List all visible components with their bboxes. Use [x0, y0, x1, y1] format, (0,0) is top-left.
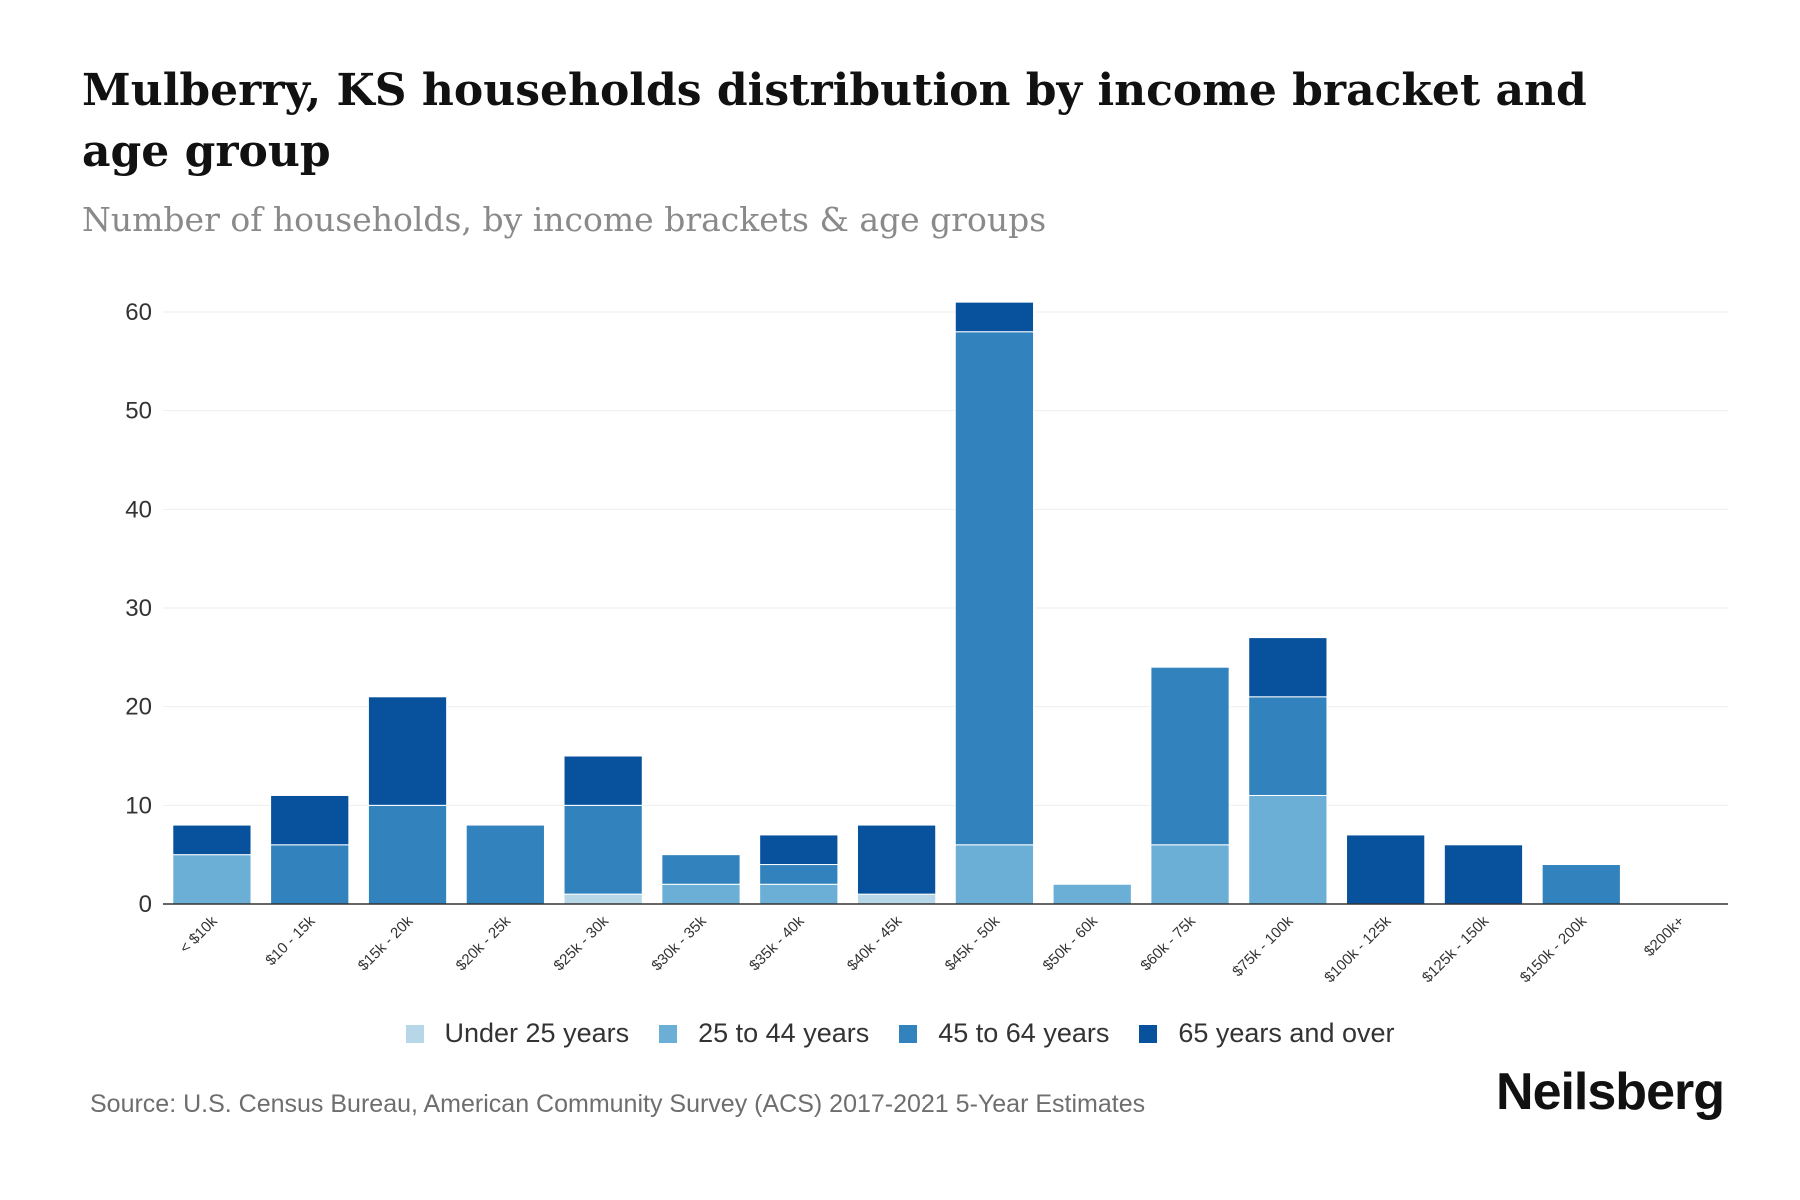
brand-logo: Neilsberg: [1496, 1063, 1725, 1121]
bar-segment-0-series-1: [172, 854, 252, 905]
bar-segment-9-series-1: [1052, 883, 1132, 905]
source-note: Source: U.S. Census Bureau, American Com…: [90, 1090, 1146, 1118]
bar-segment-8-series-3: [954, 301, 1035, 333]
x-tick-label-0: < $10k: [177, 912, 222, 957]
legend-swatch-25-44: [659, 1024, 678, 1043]
bar-segment-7-series-0: [856, 893, 937, 905]
y-tick-label-30: 30: [125, 595, 152, 622]
y-tick-label-40: 40: [125, 496, 152, 523]
y-tick-label-20: 20: [125, 694, 152, 721]
legend-label-under-25: Under 25 years: [444, 1018, 630, 1048]
x-tick-label-10: $60k - 75k: [1137, 912, 1199, 974]
bar-segment-6-series-3: [759, 834, 839, 866]
y-tick-label-10: 10: [125, 792, 152, 819]
y-tick-label-50: 50: [125, 398, 152, 425]
legend-swatch-65-plus: [1139, 1024, 1158, 1043]
legend-swatch-45-64: [899, 1024, 918, 1043]
legend-item-45-64: 45 to 64 years: [899, 1018, 1109, 1049]
bar-segment-4-series-2: [563, 804, 643, 895]
bar-segment-6-series-2: [759, 864, 839, 885]
legend: Under 25 years 25 to 44 years 45 to 64 y…: [0, 1018, 1800, 1049]
bars: [172, 301, 1621, 905]
legend-label-45-64: 45 to 64 years: [938, 1018, 1110, 1048]
x-tick-label-2: $15k - 20k: [355, 912, 417, 974]
bar-segment-2-series-2: [367, 804, 448, 905]
x-tick-label-15: $200k+: [1641, 913, 1688, 960]
x-tick-label-7: $40k - 45k: [844, 912, 906, 974]
chart-subtitle: Number of households, by income brackets…: [82, 200, 1047, 239]
bar-segment-12-series-3: [1346, 834, 1426, 905]
bar-segment-10-series-1: [1150, 844, 1230, 905]
x-tick-label-9: $50k - 60k: [1039, 912, 1101, 974]
x-tick-label-8: $45k - 50k: [942, 912, 1004, 974]
bar-segment-3-series-2: [465, 824, 545, 905]
x-tick-label-12: $100k - 125k: [1321, 912, 1395, 986]
bar-segment-2-series-3: [367, 696, 448, 806]
bar-segment-11-series-2: [1248, 696, 1328, 796]
chart-title: Mulberry, KS households distribution by …: [82, 65, 1587, 177]
bar-segment-8-series-1: [954, 844, 1035, 905]
x-tick-label-3: $20k - 25k: [453, 912, 515, 974]
bar-segment-4-series-3: [563, 755, 643, 806]
x-tick-label-14: $150k - 200k: [1517, 912, 1591, 986]
legend-label-65-plus: 65 years and over: [1178, 1018, 1395, 1048]
bar-segment-1-series-2: [270, 844, 350, 905]
stacked-bar-chart: 0 10 20 30 40 50 60 < $10k $10 - 15k $15k - 20k $2…: [125, 299, 1728, 986]
x-tick-label-4: $25k - 30k: [550, 912, 612, 974]
bar-segment-4-series-0: [563, 893, 643, 905]
legend-item-25-44: 25 to 44 years: [659, 1018, 869, 1049]
bar-segment-7-series-3: [856, 824, 937, 895]
bar-segment-13-series-3: [1443, 844, 1524, 905]
x-tick-label-11: $75k - 100k: [1229, 912, 1297, 980]
bar-segment-5-series-2: [661, 854, 741, 885]
bar-segment-1-series-3: [270, 794, 350, 846]
legend-item-65-plus: 65 years and over: [1139, 1018, 1395, 1049]
x-tick-label-1: $10 - 15k: [262, 912, 319, 969]
x-tick-label-13: $125k - 150k: [1419, 912, 1493, 986]
legend-label-25-44: 25 to 44 years: [698, 1018, 870, 1048]
bar-segment-8-series-2: [954, 331, 1035, 846]
x-tick-label-5: $30k - 35k: [648, 912, 710, 974]
bar-segment-14-series-2: [1541, 864, 1621, 905]
bar-segment-10-series-2: [1150, 666, 1230, 846]
bar-segment-11-series-1: [1248, 794, 1328, 905]
y-tick-label-60: 60: [125, 299, 152, 326]
legend-item-under-25: Under 25 years: [405, 1018, 630, 1049]
bar-segment-6-series-1: [759, 883, 839, 905]
bar-segment-11-series-3: [1248, 637, 1328, 698]
bar-segment-0-series-3: [172, 824, 252, 856]
bar-segment-5-series-1: [661, 883, 741, 905]
x-tick-label-6: $35k - 40k: [746, 912, 808, 974]
legend-swatch-under-25: [405, 1024, 424, 1043]
y-tick-label-0: 0: [139, 891, 152, 918]
